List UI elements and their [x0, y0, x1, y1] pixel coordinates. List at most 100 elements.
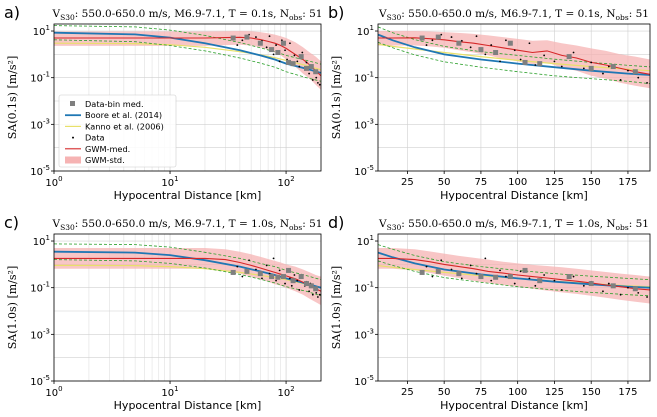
- y-axis-label: SA(0.1s) [m/s²]: [6, 56, 19, 139]
- panel-title: VS30: 550.0-650.0 m/s, M6.9-7.1, T = 0.1…: [378, 8, 649, 22]
- data-point: [646, 296, 648, 298]
- data-point: [284, 282, 286, 285]
- bin-median-marker: [269, 47, 275, 53]
- data-point: [255, 268, 257, 271]
- y-tick-label: 10-3: [354, 117, 374, 131]
- legend-entry-label: Kanno et al. (2006): [85, 121, 164, 131]
- data-point: [236, 44, 239, 46]
- bin-median-marker: [610, 283, 616, 289]
- data-point: [272, 257, 275, 260]
- data-point: [293, 54, 296, 57]
- bin-median-marker: [610, 64, 616, 70]
- data-point: [301, 51, 304, 54]
- panel-title: VS30: 550.0-650.0 m/s, M6.9-7.1, T = 0.1…: [52, 8, 323, 22]
- x-tick-label: 102: [277, 385, 294, 399]
- bin-median-marker: [588, 65, 594, 71]
- y-tick-label: 101: [33, 24, 50, 38]
- data-point: [513, 49, 516, 52]
- legend-entry-label: GWM-std.: [85, 155, 125, 165]
- legend: Data-bin med.Boore et al. (2014)Kanno et…: [58, 94, 177, 168]
- bin-median-marker: [435, 268, 441, 274]
- data-point: [298, 65, 301, 68]
- panel-label: a): [4, 3, 20, 22]
- legend-handle-data: [72, 136, 74, 139]
- data-point: [450, 36, 453, 38]
- data-point: [582, 284, 585, 287]
- data-point: [289, 277, 291, 280]
- data-point: [425, 44, 428, 46]
- axes-frame: [377, 23, 651, 172]
- panel-title: VS30: 550.0-650.0 m/s, M6.9-7.1, T = 1.0…: [52, 218, 323, 232]
- data-point: [513, 282, 516, 285]
- y-tick-label: 10-5: [30, 164, 50, 178]
- y-tick-label: 101: [357, 234, 374, 248]
- x-tick-label: 101: [161, 175, 178, 189]
- gwm-std-band: [54, 31, 321, 90]
- panel-c: 10-5 10-3 10-1 101 100 101 102 Hypocentral Dist…: [4, 213, 322, 412]
- x-tick-label: 100: [45, 385, 62, 399]
- data-point: [315, 291, 318, 294]
- bin-median-marker: [456, 271, 462, 277]
- boore-line: [54, 250, 321, 289]
- data-point: [318, 293, 321, 296]
- data-point: [431, 275, 434, 278]
- boore-line: [54, 31, 321, 74]
- y-tick-label: 10-3: [354, 327, 374, 341]
- x-tick-label: 125: [545, 177, 564, 188]
- bin-median-marker: [313, 286, 319, 292]
- boore-upper-line: [54, 243, 321, 281]
- x-axis-label: Hypocentral Distance [km]: [440, 189, 588, 202]
- bin-median-marker: [308, 283, 314, 289]
- data-point: [265, 264, 268, 267]
- data-point: [484, 257, 487, 260]
- data-point: [602, 290, 604, 293]
- y-tick-label: 10-1: [354, 281, 374, 295]
- data-point: [627, 69, 629, 72]
- data-point: [499, 269, 501, 272]
- data-point: [560, 65, 563, 68]
- data-point: [298, 289, 301, 291]
- data-point: [637, 291, 640, 294]
- bin-median-marker: [304, 65, 310, 71]
- y-axis-label: SA(1.0s) [m/s²]: [330, 266, 343, 349]
- data-point: [268, 35, 271, 38]
- bin-median-marker: [419, 269, 425, 275]
- bin-median-marker: [308, 64, 314, 70]
- x-axis-label: Hypocentral Distance [km]: [440, 399, 588, 412]
- bin-median-marker: [257, 40, 263, 46]
- kanno-line: [54, 264, 321, 289]
- bin-median-marker: [230, 269, 236, 275]
- data-point: [582, 67, 585, 70]
- boore-lower-line: [378, 41, 650, 85]
- x-tick-label: 175: [618, 387, 637, 398]
- data-point: [543, 54, 546, 57]
- bin-median-marker: [290, 61, 296, 67]
- data-point: [499, 60, 501, 63]
- bin-median-marker: [478, 274, 484, 280]
- y-tick-label: 10-1: [354, 71, 374, 85]
- data-point: [572, 275, 575, 278]
- x-axis-label: Hypocentral Distance [km]: [114, 189, 262, 202]
- legend-entry-label: Boore et al. (2014): [85, 110, 162, 120]
- data-point: [505, 39, 507, 42]
- data-point: [528, 277, 531, 280]
- boore-lower-line: [54, 259, 321, 297]
- data-point: [619, 79, 622, 81]
- legend-entry-label: GWM-med.: [85, 144, 130, 154]
- data-point: [627, 286, 629, 289]
- data-point: [505, 275, 507, 278]
- x-tick-label: 102: [277, 175, 294, 189]
- data-point: [316, 81, 319, 84]
- x-axis-label: Hypocentral Distance [km]: [114, 399, 262, 412]
- legend-box: [58, 94, 177, 168]
- bin-median-marker: [566, 54, 572, 60]
- data-point: [490, 279, 493, 282]
- data-point: [289, 42, 291, 45]
- panel-b: 10-5 10-3 10-1 101 25 50 75 100 125 150 175 Hypocen…: [328, 3, 651, 202]
- bin-median-marker: [537, 61, 543, 67]
- x-tick-label: 50: [438, 387, 451, 398]
- bin-median-marker: [537, 278, 543, 284]
- data-point: [602, 72, 604, 75]
- bin-median-marker: [275, 274, 281, 280]
- data-point: [296, 60, 299, 63]
